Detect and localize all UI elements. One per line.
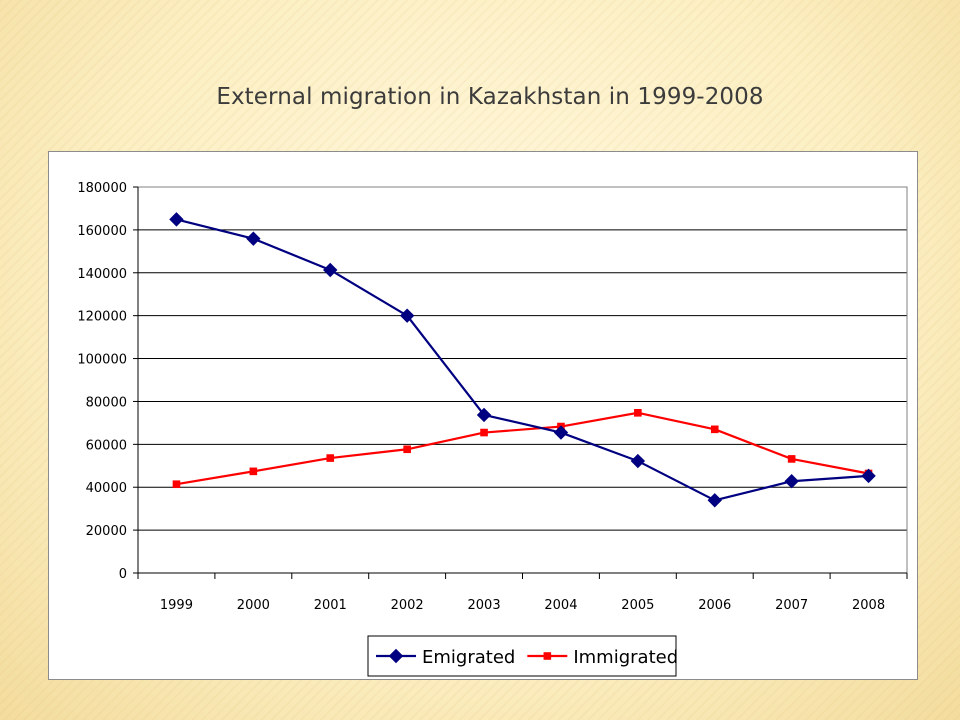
y-tick-label: 100000	[77, 353, 127, 368]
x-axis-ticks: 1999 2000 2001 2002 2003 2004 2005 2006 2007 2008	[137, 573, 908, 613]
legend-box	[367, 635, 677, 677]
y-tick-label: 180000	[77, 181, 127, 196]
x-tick-label: 2000	[237, 598, 270, 613]
x-tick-label: 2002	[391, 598, 424, 613]
data-point-immigrated	[634, 409, 642, 417]
slide-title: External migration in Kazakhstan in 1999…	[216, 84, 764, 110]
data-point-immigrated	[787, 455, 796, 463]
x-tick-label: 2008	[852, 598, 885, 613]
legend-label-immigrated: Immigrated	[573, 647, 678, 668]
y-tick-label: 120000	[77, 310, 127, 325]
x-tick-label: 2004	[544, 598, 577, 613]
data-point-immigrated	[710, 425, 719, 434]
data-point-immigrated	[403, 445, 411, 454]
y-tick-label: 0	[119, 567, 127, 582]
data-point-emigrated	[323, 262, 338, 278]
y-tick-label: 80000	[86, 395, 127, 410]
data-point-emigrated	[476, 407, 492, 423]
data-point-emigrated	[707, 493, 722, 508]
x-tick-label: 1999	[160, 598, 193, 613]
y-tick-label: 20000	[86, 524, 127, 539]
data-point-emigrated	[246, 231, 261, 246]
legend-marker-emigrated	[388, 648, 404, 664]
data-point-immigrated	[249, 467, 258, 476]
data-point-emigrated	[861, 468, 876, 484]
data-point-immigrated	[326, 454, 335, 462]
data-point-emigrated	[399, 308, 415, 323]
data-point-immigrated	[480, 428, 488, 437]
x-tick-label: 2003	[468, 598, 501, 613]
x-tick-label: 2006	[698, 598, 731, 613]
y-tick-label: 60000	[86, 438, 127, 453]
legend-label-emigrated: Emigrated	[422, 647, 515, 668]
data-point-immigrated	[172, 480, 181, 489]
x-tick-label: 2001	[314, 598, 347, 613]
series-line-emigrated	[176, 218, 869, 502]
gridlines	[138, 186, 907, 531]
legend: Emigrated Immigrated	[367, 635, 678, 677]
data-series	[169, 212, 876, 508]
y-axis-ticks: 0 20000 40000 60000 80000 100000 120000 140000 1…	[77, 181, 138, 582]
x-tick-label: 2007	[775, 598, 808, 613]
data-point-emigrated	[169, 212, 184, 227]
data-point-emigrated	[784, 474, 799, 489]
y-tick-label: 140000	[77, 267, 127, 282]
series-line-immigrated	[176, 411, 869, 486]
legend-marker-immigrated	[543, 652, 552, 660]
data-point-emigrated	[630, 453, 646, 469]
y-tick-label: 40000	[86, 481, 127, 496]
y-tick-label: 160000	[77, 224, 127, 239]
x-tick-label: 2005	[621, 598, 654, 613]
data-point-emigrated	[553, 425, 569, 440]
